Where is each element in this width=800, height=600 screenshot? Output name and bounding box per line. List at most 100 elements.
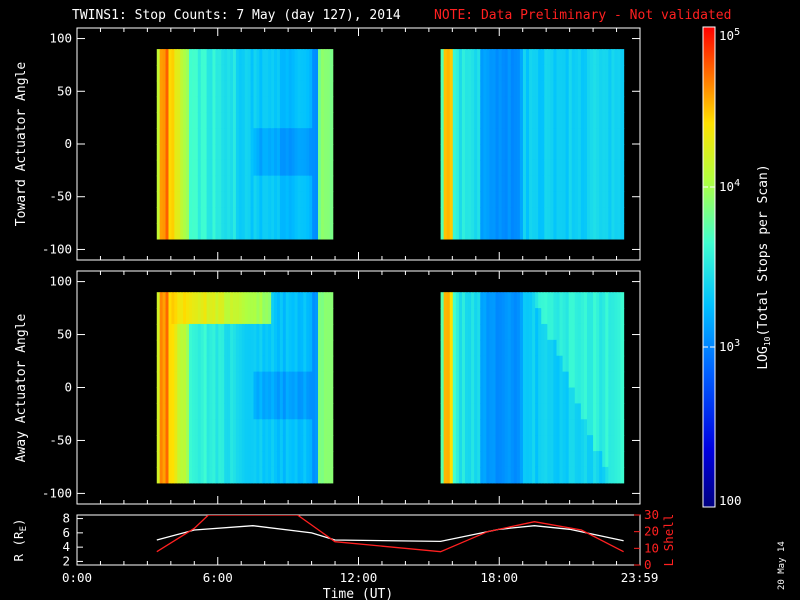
toward-heat-cell [274,175,278,193]
away-heat-cell [200,371,205,389]
away-heat-cell [440,451,445,468]
away-heat-cell [529,466,533,484]
away-heat-cell [156,323,161,341]
toward-heat-cell [297,144,302,161]
radius-ylabel: R (RE) [11,518,29,561]
toward-heat-cell [501,159,506,177]
toward-heat-cell [212,207,216,224]
away-heat-cell [159,419,164,436]
toward-heat-cell [303,128,307,145]
away-heat-cell [256,451,260,468]
away-heat-cell [230,355,234,373]
away-heat-cell [282,435,287,452]
toward-heat-cell [559,144,564,161]
toward-heat-cell [586,80,591,98]
toward-heat-cell [562,112,567,129]
away-heat-cell [510,451,515,468]
away-heat-cell [498,339,503,357]
toward-heat-cell [471,207,475,224]
away-heat-cell [580,292,585,309]
away-heat-cell [312,403,316,420]
away-heat-cell [288,419,293,436]
away-heat-cell [191,339,196,357]
away-heat-cell [513,435,518,452]
away-heat-cell [495,292,500,309]
toward-heat-cell [617,64,622,82]
toward-heat-cell [274,49,278,66]
toward-heat-cell [465,112,469,129]
away-heat-cell [259,371,263,389]
away-heat-cell [156,466,161,484]
away-heat-cell [501,323,506,341]
away-heat-cell [274,292,278,309]
toward-heat-cell [282,223,287,240]
toward-heat-cell [443,159,448,177]
toward-heat-cell [300,64,304,82]
away-heat-cell [513,371,518,389]
toward-heat-cell [227,64,231,82]
toward-heat-cell [550,223,555,240]
away-heat-cell [495,323,500,341]
toward-heat-cell [274,96,278,113]
away-heat-cell [532,387,536,404]
away-heat-cell [250,323,255,341]
away-heat-cell [580,435,585,452]
toward-heat-cell [203,144,208,161]
toward-heat-cell [620,96,625,113]
away-heat-cell [529,292,533,309]
toward-heat-cell [440,207,445,224]
toward-heat-cell [577,64,582,82]
away-heat-cell [550,308,555,325]
toward-heat-cell [227,175,231,193]
toward-heat-cell [279,191,284,208]
toward-heat-cell [449,128,454,145]
toward-heat-cell [233,112,237,129]
toward-heat-cell [483,159,487,177]
toward-heat-cell [288,223,293,240]
away-heat-cell [565,308,570,325]
away-heat-cell [449,371,454,389]
toward-heat-cell [440,64,445,82]
toward-heat-cell [510,96,515,113]
toward-heat-cell [244,64,249,82]
toward-heat-cell [221,112,225,129]
away-heat-cell [233,435,237,452]
toward-heat-cell [291,159,296,177]
away-heat-cell [291,323,296,341]
toward-heat-cell [227,49,231,66]
away-heat-cell [483,323,487,341]
away-heat-cell [268,435,272,452]
toward-heat-cell [541,223,545,240]
toward-heat-cell [617,80,622,98]
toward-heat-cell [326,144,331,161]
away-heat-cell [200,355,205,373]
away-heat-cell [238,435,243,452]
away-heat-cell [446,387,451,404]
away-heat-cell [265,451,269,468]
toward-heat-cell [183,80,187,98]
away-heat-cell [291,292,296,309]
away-heat-cell [516,292,521,309]
toward-heat-cell [318,207,322,224]
toward-heat-cell [458,112,463,129]
away-heat-cell [247,292,252,309]
away-heat-cell [206,419,211,436]
away-heat-cell [215,419,219,436]
toward-heat-cell [605,64,609,82]
toward-heat-cell [162,128,167,145]
away-heat-cell [326,387,331,404]
away-heat-cell [291,371,296,389]
away-heat-cell [492,308,497,325]
away-ytick-label: -100 [42,485,72,500]
toward-heat-cell [568,49,573,66]
away-heat-cell [501,435,506,452]
away-heat-cell [241,435,246,452]
toward-heat-cell [483,96,487,113]
away-heat-cell [541,403,545,420]
toward-heat-cell [495,128,500,145]
away-heat-cell [614,403,619,420]
away-heat-cell [218,339,222,357]
away-heat-cell [215,323,219,341]
away-heat-cell [599,466,603,484]
away-heat-cell [271,387,275,404]
